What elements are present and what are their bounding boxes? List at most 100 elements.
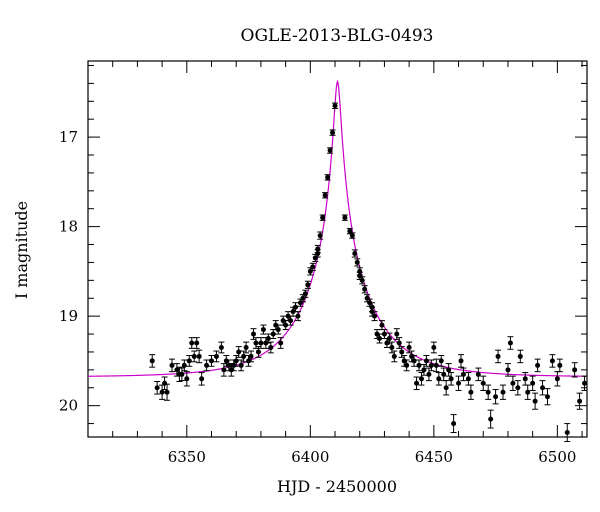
point-marker: [500, 389, 506, 395]
model-curve: [88, 79, 587, 377]
data-point: [354, 258, 361, 267]
data-point: [238, 359, 245, 372]
data-point: [549, 354, 556, 368]
data-point: [309, 262, 316, 271]
data-point: [534, 358, 541, 373]
point-marker: [522, 376, 528, 382]
point-marker: [535, 362, 541, 368]
x-axis-label: HJD - 2450000: [277, 477, 397, 496]
point-marker: [231, 362, 237, 368]
point-marker: [396, 340, 402, 346]
point-marker: [436, 376, 442, 382]
point-marker: [414, 380, 420, 386]
point-marker: [162, 380, 168, 386]
data-point: [164, 383, 171, 401]
data-point: [322, 192, 329, 199]
data-point: [571, 362, 578, 378]
point-marker: [557, 362, 563, 368]
data-point: [218, 341, 225, 354]
point-marker: [544, 394, 550, 400]
data-point: [460, 367, 467, 382]
point-marker: [485, 389, 491, 395]
point-marker: [352, 250, 358, 256]
point-marker: [468, 389, 474, 395]
point-marker: [386, 336, 392, 342]
data-point: [196, 349, 203, 364]
point-marker: [451, 421, 457, 427]
point-marker: [302, 291, 308, 297]
point-marker: [525, 389, 531, 395]
data-point: [467, 384, 474, 400]
data-point: [270, 329, 277, 340]
data-point: [393, 328, 400, 340]
point-marker: [582, 380, 588, 386]
point-marker: [226, 362, 232, 368]
data-point: [260, 324, 267, 335]
data-point: [369, 306, 376, 317]
data-point: [500, 384, 507, 400]
point-marker: [347, 228, 353, 234]
data-point: [532, 392, 539, 410]
point-marker: [268, 344, 274, 350]
data-point: [327, 147, 334, 154]
point-marker: [320, 215, 326, 221]
data-point: [220, 363, 227, 377]
data-point: [378, 320, 385, 331]
y-tick-label: 20: [59, 397, 78, 415]
point-marker: [480, 380, 486, 386]
data-point: [487, 409, 494, 429]
plot-frame: [87, 60, 588, 438]
data-point: [265, 333, 272, 344]
data-point: [183, 371, 190, 387]
point-marker: [278, 340, 284, 346]
data-point: [324, 174, 331, 181]
point-marker: [475, 371, 481, 377]
point-marker: [554, 376, 560, 382]
data-point: [154, 380, 161, 395]
point-marker: [577, 398, 583, 404]
point-marker: [438, 358, 444, 364]
point-marker: [418, 376, 424, 382]
data-point: [465, 372, 472, 386]
point-marker: [510, 380, 516, 386]
y-tick-label: 18: [59, 218, 78, 236]
data-point: [304, 280, 311, 289]
data-point: [391, 350, 398, 363]
data-point: [495, 349, 502, 364]
tick-labels: 6350 6400 6450 6500 17 18 19 20: [59, 128, 577, 466]
point-marker: [399, 349, 405, 355]
data-point: [435, 372, 442, 386]
data-point: [438, 355, 445, 367]
point-marker: [364, 295, 370, 301]
point-marker: [465, 376, 471, 382]
data-point: [302, 289, 309, 298]
data-point: [420, 363, 427, 376]
point-marker: [401, 358, 407, 364]
point-marker: [164, 389, 170, 395]
point-marker: [248, 353, 254, 359]
data-point: [356, 271, 363, 280]
point-marker: [253, 340, 259, 346]
data-point: [475, 367, 482, 382]
point-marker: [325, 174, 331, 180]
data-point: [243, 341, 250, 354]
data-point: [203, 359, 210, 372]
point-marker: [246, 358, 252, 364]
point-marker: [406, 344, 412, 350]
point-marker: [342, 215, 348, 221]
point-marker: [391, 353, 397, 359]
data-point: [193, 337, 200, 349]
data-point: [423, 355, 430, 367]
point-marker: [332, 103, 338, 109]
point-marker: [488, 416, 494, 422]
point-marker: [458, 358, 464, 364]
point-marker: [330, 130, 336, 136]
point-marker: [460, 371, 466, 377]
point-marker: [428, 362, 434, 368]
plot-border: [87, 60, 588, 438]
point-marker: [493, 394, 499, 400]
point-marker: [283, 322, 289, 328]
point-marker: [189, 340, 195, 346]
data-point: [403, 359, 410, 372]
point-marker: [243, 344, 249, 350]
